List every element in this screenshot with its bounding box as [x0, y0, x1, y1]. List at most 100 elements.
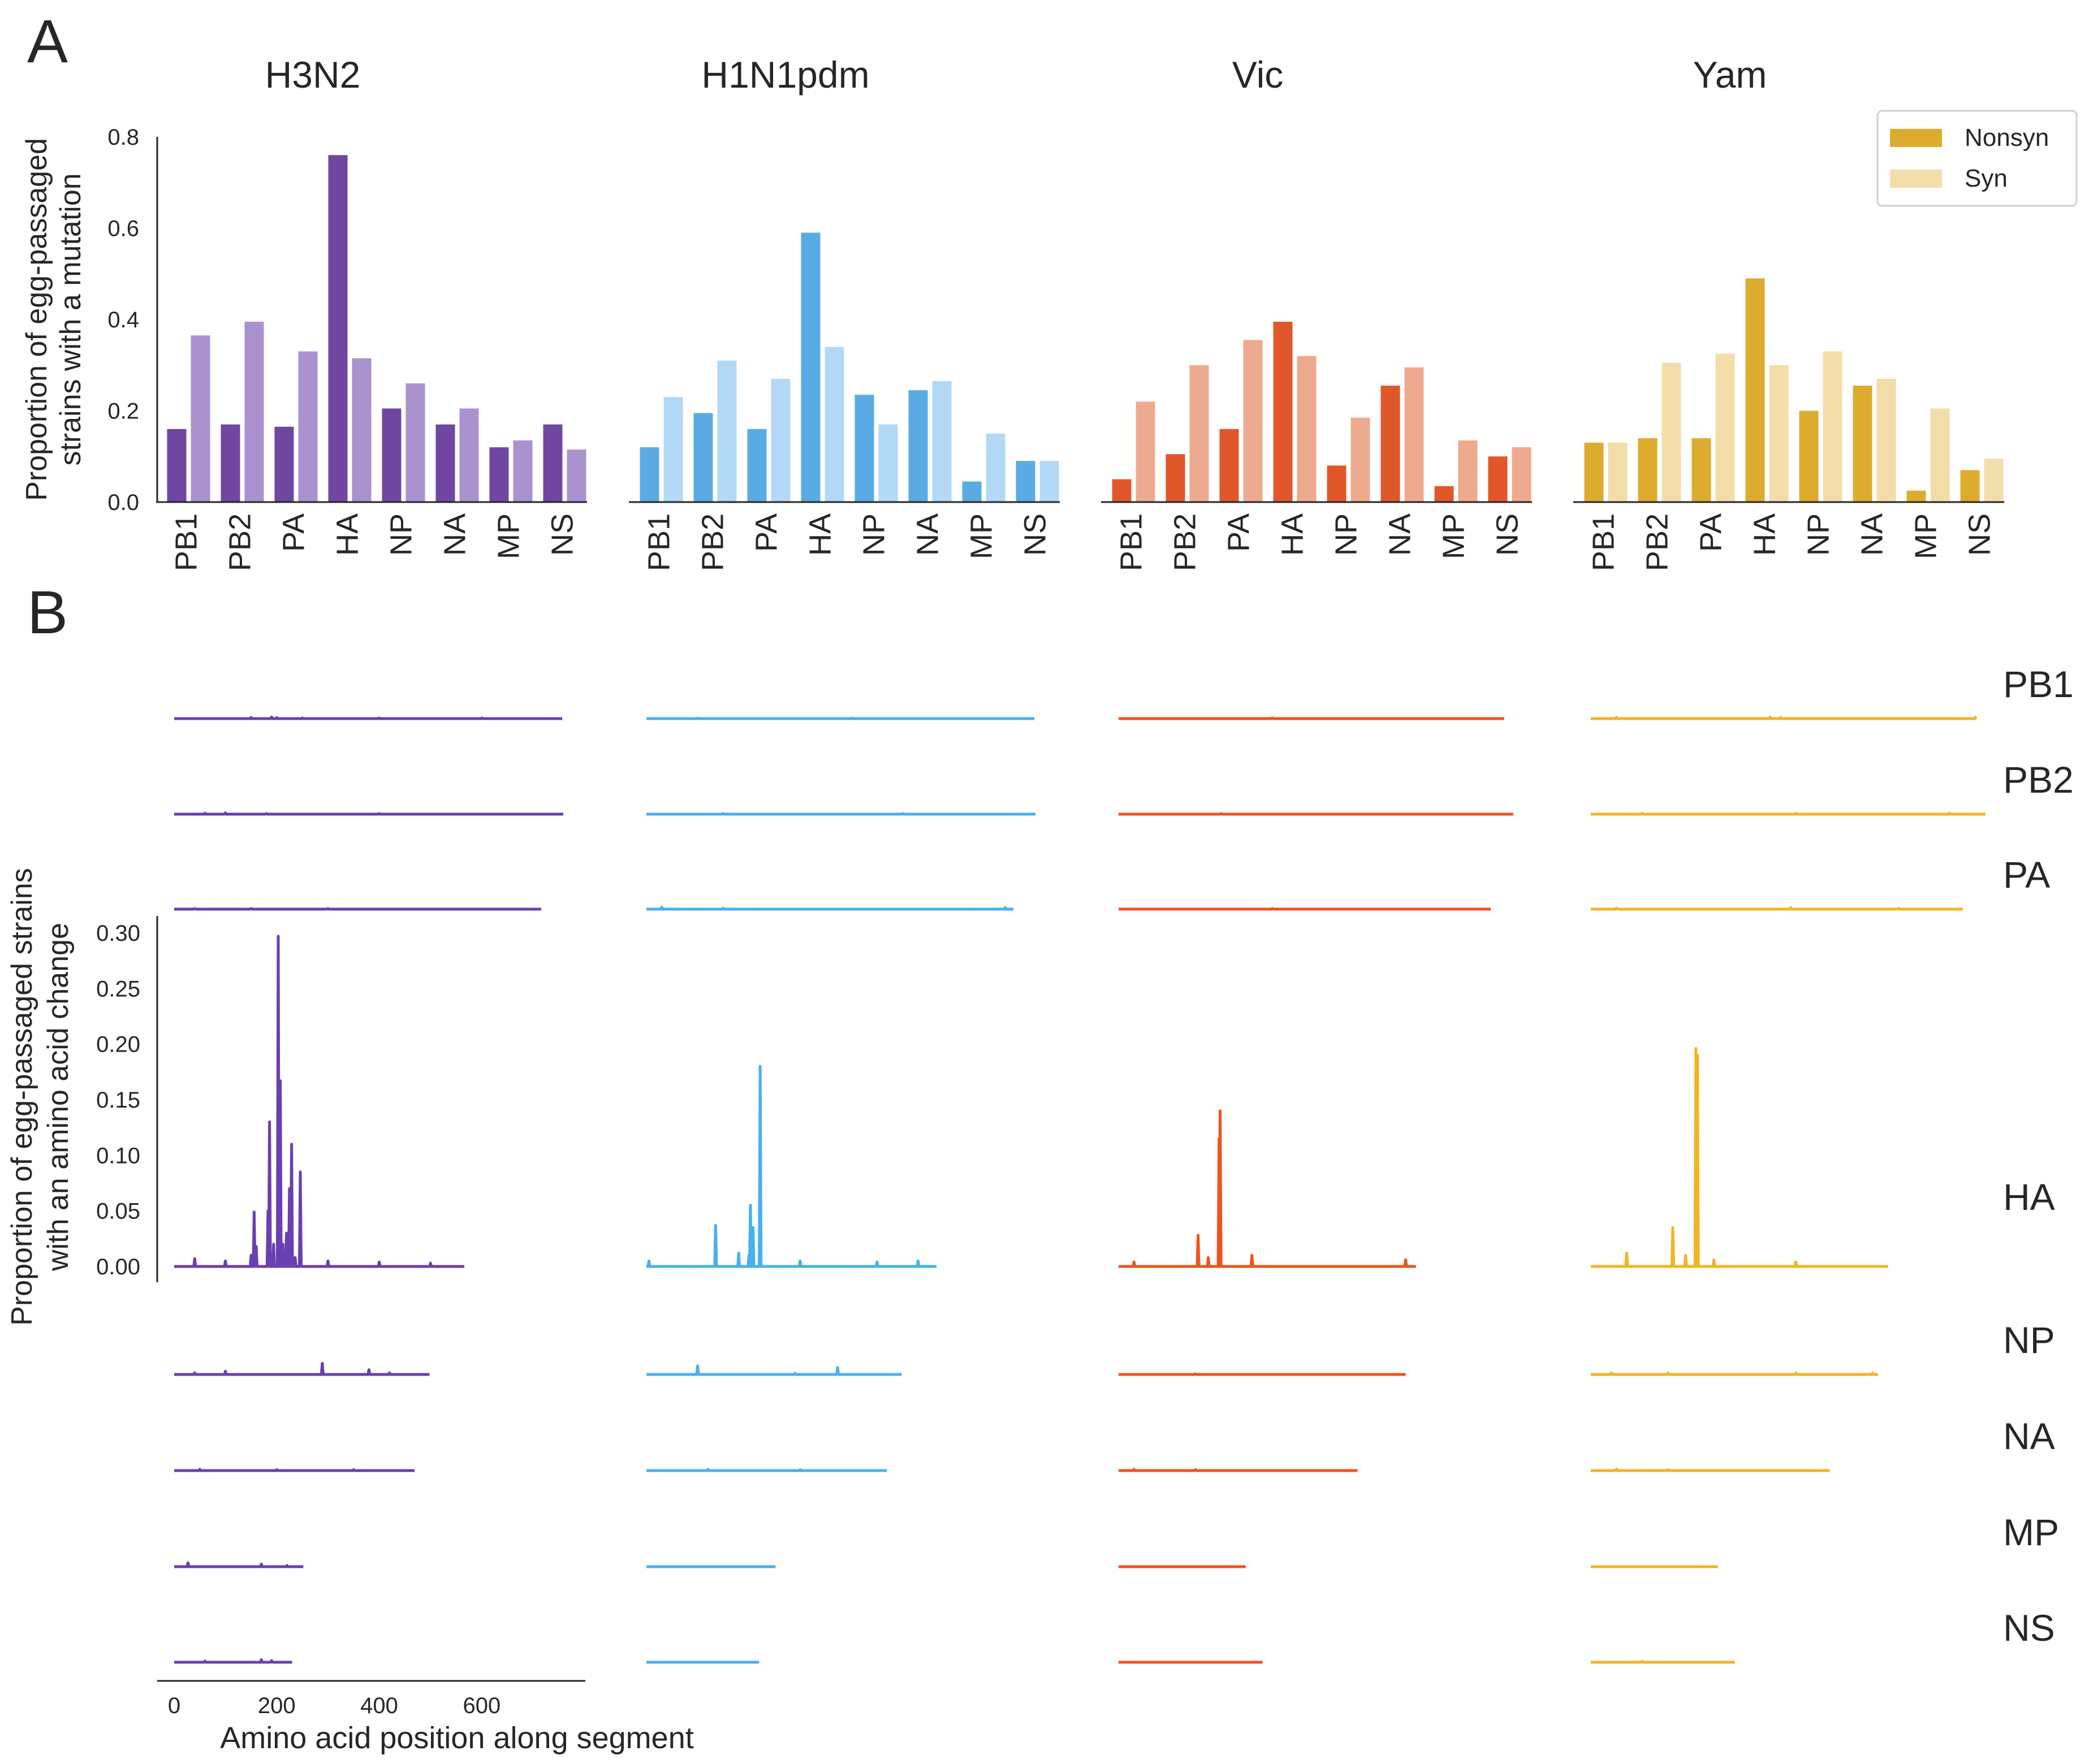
bar-subplot-vic: Vic PB1 PB2 PA HA NP NA MP NS [1101, 54, 1532, 571]
bar-vic-ha-syn [1297, 356, 1317, 502]
bar-yam-na-syn [1876, 378, 1896, 502]
trace-y-tick-label: 0.30 [96, 921, 140, 946]
bar-subplot-yam: Yam PB1 PB2 PA HA NP NA MP NS [1573, 54, 2004, 571]
bar-yam-ns-nonsyn [1960, 470, 1980, 502]
x-tick-h1n1pdm-np: NP [857, 513, 891, 556]
trace-yam-na [1591, 1467, 1830, 1472]
trace-h3n2-ha [174, 935, 464, 1268]
bar-y-tick-label: 0.4 [107, 308, 139, 332]
x-tick-h3n2-pa: PA [277, 513, 311, 552]
bar-h3n2-np-nonsyn [382, 408, 402, 502]
bar-vic-pb2-syn [1189, 365, 1209, 502]
trace-y-axis: 0.00 0.05 0.10 0.15 0.20 0.25 0.30 Proportion o… [6, 868, 158, 1326]
bar-vic-pa-nonsyn [1219, 429, 1239, 502]
trace-x-tick-label: 0 [168, 1693, 180, 1718]
bar-vic-pb1-syn [1136, 401, 1155, 502]
bar-yam-na-nonsyn [1853, 386, 1872, 502]
bar-h3n2-ha-nonsyn [328, 155, 348, 502]
x-tick-h1n1pdm-pb1: PB1 [642, 513, 676, 571]
panel-b-line-charts: PB1PB2PAHANPNAMPNS0.000.050.100.150.200.… [6, 663, 2074, 1755]
x-tick-h3n2-ha: HA [331, 513, 365, 556]
bar-h1n1pdm-ha-nonsyn [801, 232, 821, 502]
bar-h1n1pdm-ns-nonsyn [1016, 461, 1035, 502]
x-tick-yam-pb2: PB2 [1641, 513, 1675, 571]
legend-label-syn: Syn [1965, 165, 2008, 192]
bar-h3n2-np-syn [405, 383, 425, 502]
trace-h3n2-ns [174, 1658, 292, 1664]
bar-yam-np-nonsyn [1799, 410, 1819, 502]
trace-yam-pb2 [1591, 811, 1986, 816]
bar-yam-ha-nonsyn [1745, 278, 1765, 502]
x-tick-yam-np: NP [1802, 513, 1836, 556]
bar-h1n1pdm-np-syn [878, 424, 898, 502]
bar-h3n2-pb1-nonsyn [167, 429, 187, 502]
segment-row-labels: PB1 PB2 PA HA NP NA MP NS [2003, 663, 2074, 1649]
bar-h1n1pdm-pb2-nonsyn [693, 413, 713, 502]
bar-h1n1pdm-ns-syn [1039, 461, 1059, 502]
legend-swatch-syn [1890, 170, 1942, 188]
bar-yam-pb2-nonsyn [1638, 438, 1658, 502]
trace-yam-np [1591, 1371, 1878, 1376]
x-tick-yam-ns: NS [1963, 513, 1997, 556]
trace-x-axis-label: Amino acid position along segment [220, 1721, 694, 1755]
bar-h1n1pdm-np-nonsyn [855, 395, 874, 502]
panel-label-a: A [27, 7, 68, 75]
trace-y-axis-label-line: Proportion of egg-passaged strains [6, 868, 38, 1325]
trace-yam-pb1 [1591, 715, 1978, 720]
trace-y-axis-label-line: with an amino acid change [42, 923, 75, 1272]
row-label-mp: MP [2003, 1511, 2059, 1553]
bar-h3n2-ns-nonsyn [543, 424, 563, 502]
bar-h1n1pdm-pb1-syn [663, 397, 683, 502]
x-tick-h3n2-mp: MP [492, 513, 526, 559]
trace-column-h1n1pdm [646, 716, 1035, 1664]
bar-vic-mp-nonsyn [1434, 486, 1454, 502]
bar-h3n2-mp-nonsyn [489, 447, 509, 502]
bar-h1n1pdm-mp-nonsyn [962, 481, 982, 502]
bar-vic-np-nonsyn [1327, 465, 1347, 502]
bar-h3n2-pa-nonsyn [274, 426, 294, 502]
bar-vic-na-syn [1404, 367, 1424, 502]
row-label-pb2: PB2 [2003, 759, 2074, 801]
trace-x-axis: 0 200 400 600 Amino acid position along segm… [157, 1680, 694, 1755]
bar-h1n1pdm-na-syn [932, 381, 952, 502]
x-tick-h3n2-pb1: PB1 [170, 513, 204, 571]
x-tick-h1n1pdm-ha: HA [804, 513, 838, 556]
bar-yam-mp-syn [1930, 408, 1950, 502]
legend-swatch-nonsyn [1890, 129, 1942, 147]
bar-y-axis-label-line: strains with a mutation [54, 173, 87, 465]
trace-h3n2-np [174, 1361, 430, 1376]
bar-subplot-h3n2: H3N2 PB1 PB2 PA HA NP NA MP NS [156, 54, 587, 571]
x-tick-h3n2-pb2: PB2 [223, 513, 257, 571]
x-tick-vic-ha: HA [1276, 513, 1310, 556]
bar-h3n2-na-syn [459, 408, 479, 502]
trace-h1n1pdm-np [646, 1364, 902, 1376]
x-tick-h1n1pdm-ns: NS [1019, 513, 1052, 556]
trace-x-tick-label: 400 [360, 1693, 398, 1718]
bar-vic-na-nonsyn [1380, 386, 1400, 502]
legend: Nonsyn Syn [1876, 110, 2078, 207]
bar-h1n1pdm-pb2-syn [717, 360, 737, 502]
x-tick-h3n2-ns: NS [546, 513, 580, 556]
bar-h1n1pdm-pa-nonsyn [747, 429, 767, 502]
bar-vic-np-syn [1350, 417, 1370, 502]
trace-h1n1pdm-pa [646, 906, 1013, 911]
legend-label-nonsyn: Nonsyn [1965, 124, 2049, 152]
row-label-pb1: PB1 [2003, 663, 2074, 705]
trace-h3n2-pb1 [174, 715, 563, 720]
bar-y-tick-label: 0.2 [107, 399, 139, 424]
trace-yam-ns [1591, 1659, 1735, 1664]
panel-label-b: B [27, 578, 68, 646]
bar-vic-mp-syn [1458, 440, 1478, 502]
x-tick-vic-pb2: PB2 [1168, 513, 1202, 571]
trace-x-tick-label: 200 [258, 1693, 296, 1718]
bar-h1n1pdm-mp-syn [986, 433, 1005, 502]
bar-vic-ns-syn [1512, 447, 1531, 502]
row-label-na: NA [2003, 1415, 2055, 1457]
x-tick-h3n2-np: NP [385, 513, 418, 556]
trace-y-tick-label: 0.10 [96, 1143, 140, 1168]
bar-h1n1pdm-na-nonsyn [908, 390, 928, 502]
x-tick-vic-ns: NS [1491, 513, 1525, 556]
x-tick-yam-mp: MP [1909, 513, 1943, 559]
bar-h3n2-mp-syn [513, 440, 533, 502]
